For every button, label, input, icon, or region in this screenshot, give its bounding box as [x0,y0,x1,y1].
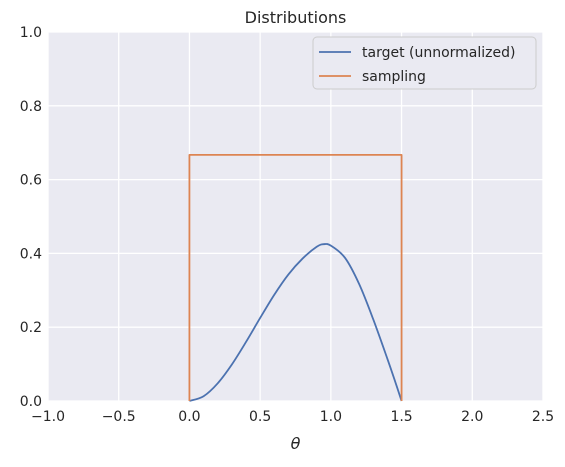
plot-background [48,32,543,401]
y-tick-label: 0.0 [20,394,42,410]
series-layer [188,153,403,402]
series-line-target [189,243,403,402]
x-axis-label: θ [291,434,301,453]
legend-label-target: target (unnormalized) [362,45,515,61]
y-tick-label: 1.0 [20,25,42,41]
y-tick-label: 0.2 [20,320,42,336]
y-tick-label: 0.8 [20,99,42,115]
x-tick-label: −1.0 [31,409,65,425]
x-tick-label: 2.5 [532,409,554,425]
legend: target (unnormalized) sampling [312,36,537,90]
x-tick-label: 0.0 [178,409,200,425]
x-tick-label: 1.0 [320,409,342,425]
series-line-sampling [188,153,403,401]
x-tick-label: −0.5 [102,409,136,425]
x-tick-label: 2.0 [461,409,483,425]
chart-title: Distributions [245,8,347,27]
legend-box [312,36,537,90]
y-tick-label: 0.4 [20,246,42,262]
legend-label-sampling: sampling [362,69,426,85]
x-tick-label: 0.5 [249,409,271,425]
y-tick-label: 0.6 [20,173,42,189]
tick-labels: −1.0 −0.5 0.0 0.5 1.0 1.5 2.0 2.5 0.0 0.2 0.4 0.6 0.… [20,25,554,425]
x-tick-label: 1.5 [390,409,412,425]
